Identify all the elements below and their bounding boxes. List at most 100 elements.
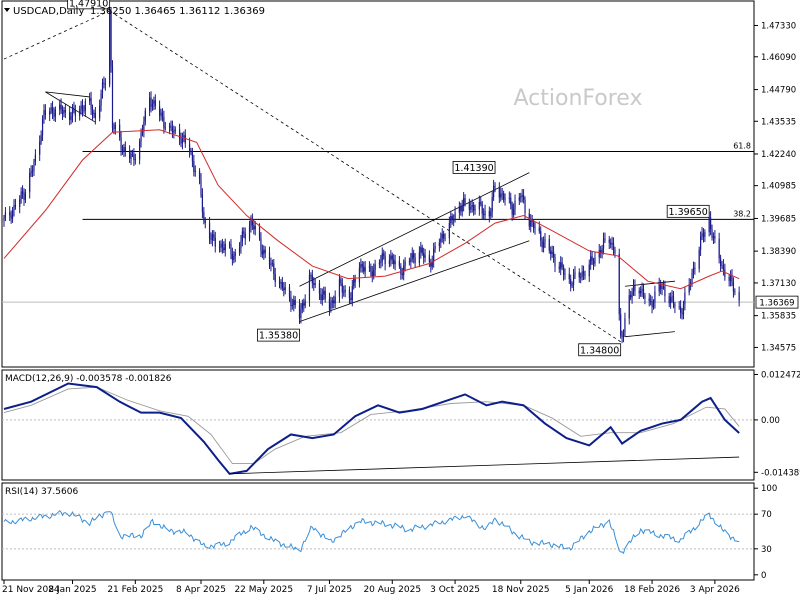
candle-body [678,306,680,308]
candle-body [404,261,406,266]
candle-body [383,253,385,256]
candle-body [270,263,272,266]
candle-body [39,141,41,155]
candle-body [443,233,445,239]
macd-trendline [229,456,740,475]
candle-body [682,304,685,315]
candle-body [250,218,252,227]
candle-body [721,265,723,267]
price-tick-label: 1.40985 [761,182,796,192]
candle-body [564,273,566,275]
candle-body [40,134,42,142]
candle-body [153,100,155,104]
candle-body [228,243,231,245]
candle-body [50,107,52,112]
candle-body [484,210,486,216]
ohlc-values: 1.36250 1.36465 1.36112 1.36369 [90,6,265,17]
candle-body [560,262,562,269]
candle-body [511,204,513,215]
candle-body [11,210,14,219]
candle-body [668,296,670,304]
price-annotation-box [578,343,622,357]
candle-body [391,255,393,260]
trendline-2 [299,172,530,287]
candle-body [24,192,27,200]
candle-body [381,253,383,261]
candle-body [544,239,546,243]
candle-body [531,220,533,222]
candle-body [83,110,85,112]
candle-body [364,267,366,272]
candle-body [320,293,322,301]
candle-body [594,257,596,264]
candle-body [370,266,372,272]
candle-body [644,295,646,299]
candle-body [464,198,466,203]
candle-body [538,227,540,232]
candle-body [334,296,336,304]
candle-body [574,272,576,275]
candle-body [190,151,192,153]
candle-body [384,255,386,265]
candle-body [729,275,732,281]
candle-body [174,129,176,131]
candle-body [558,266,560,269]
candle-body [41,118,44,135]
candle-body [598,250,600,258]
candle-body [210,238,212,241]
candle-body [348,289,351,299]
candle-body [30,171,32,174]
x-tick-label: 22 May 2025 [234,585,293,595]
candle-body [71,107,74,117]
trendline-5 [45,91,96,123]
candle-body [424,255,426,258]
candle-body [129,151,131,159]
candle-body [661,286,663,290]
candle-body [632,285,635,292]
candle-body [261,250,263,255]
candle-body [410,258,412,262]
candle-body [414,257,416,263]
candle-body [618,253,620,315]
candle-body [101,82,104,94]
candle-body [500,193,502,198]
candle-body [59,104,61,110]
candle-body [732,282,735,292]
candle-body [453,219,455,221]
candle-body [534,227,536,229]
candle-body [263,249,265,255]
rsi-frame [1,482,755,581]
candle-body [230,244,232,254]
candle-body [490,211,492,217]
candle-body [548,239,550,251]
candle-body [64,109,66,113]
candle-body [54,109,56,117]
rsi-tick-label: 70 [761,510,772,520]
candle-body [238,248,241,253]
candle-body [674,304,676,307]
candle-body [642,288,645,296]
x-tick-label: 8 Jan 2025 [48,585,96,595]
candle-body [588,264,590,277]
x-tick-label: 18 Nov 2025 [492,585,550,595]
collapse-triangle-icon[interactable] [4,8,10,12]
candle-body [612,242,615,250]
candle-body [353,278,355,287]
candle-body [494,185,496,187]
candle-body [361,264,363,267]
candle-body [123,147,125,152]
candle-body [562,267,565,275]
candle-body [394,261,396,265]
candle-body [451,216,453,221]
candle-body [461,205,463,212]
candle-body [360,264,362,269]
candle-body [193,161,195,172]
candle-body [491,197,493,212]
candle-body [90,98,92,110]
candle-body [380,260,382,263]
candle-body [94,112,96,119]
candle-body [274,274,276,283]
candle-body [671,296,673,298]
candle-body [278,282,281,284]
candle-body [208,222,211,239]
